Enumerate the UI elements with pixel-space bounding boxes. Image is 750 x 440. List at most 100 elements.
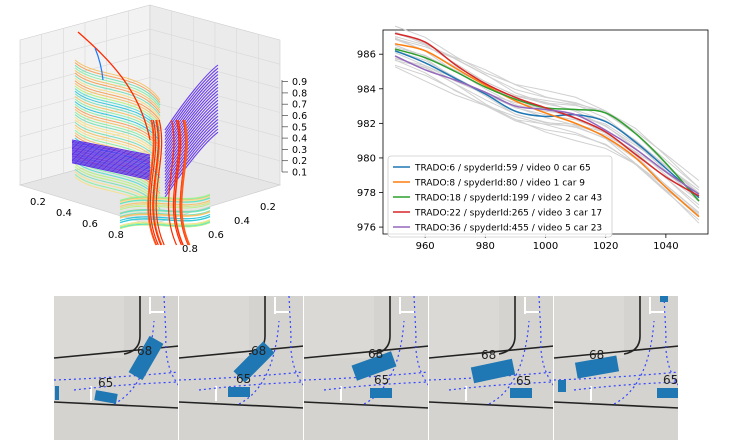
series-line	[394, 32, 700, 197]
y-tick-label: 976	[357, 223, 376, 234]
trajectory-line	[119, 199, 211, 207]
trajectory-line	[172, 119, 182, 246]
car-68-box	[574, 355, 620, 379]
x-tick-label: 0.6	[82, 219, 98, 230]
trajectory-line	[119, 197, 211, 205]
car-68-box	[351, 351, 397, 381]
trajectory-line	[119, 194, 211, 202]
trajectory-dots	[73, 381, 180, 391]
trajectory-line	[71, 162, 151, 181]
trajectory-line	[174, 119, 184, 246]
trajectory-line	[164, 74, 219, 140]
y-tick-label: 0.4	[234, 216, 250, 227]
trajectory-dots	[238, 320, 280, 405]
trajectory-line	[164, 93, 219, 160]
trajectory-line	[181, 119, 191, 246]
road-edge	[428, 345, 555, 359]
legend-label: TRADO:18 / spyderId:199 / video 2 car 43	[414, 194, 602, 204]
trajectory-line	[71, 146, 151, 164]
trajectory-line	[164, 83, 219, 150]
trajectory-line	[119, 220, 211, 228]
car-65-box	[510, 388, 532, 398]
car-label: 65	[236, 372, 251, 386]
trajectory-line	[180, 119, 190, 246]
trajectory-line	[74, 77, 161, 119]
trajectory-line	[164, 109, 219, 176]
trajectory-line	[74, 85, 161, 127]
trajectory-line	[164, 96, 219, 163]
background-trajectory	[394, 25, 700, 182]
trajectory-line	[119, 222, 211, 230]
road-edge	[123, 296, 141, 355]
y-tick-label: 980	[357, 153, 376, 164]
trajectory-line	[71, 161, 151, 179]
road-edge	[53, 401, 180, 409]
trajectory-line	[119, 211, 211, 219]
road-edge	[178, 401, 305, 409]
trajectory-line	[74, 83, 161, 124]
y-axis-ticks: 976 978 980 982 984 986	[357, 50, 383, 234]
road-edge	[303, 345, 430, 359]
legend-label: TRADO:6 / spyderId:59 / video 0 car 65	[414, 164, 591, 174]
car-label: 68	[481, 348, 496, 362]
z-tick-label: 0.8	[292, 88, 307, 99]
car-65-box	[228, 387, 250, 397]
car-68-box	[128, 335, 164, 381]
trajectory-line	[74, 75, 161, 116]
car-65-box	[94, 390, 118, 404]
trajectory-line	[71, 144, 151, 161]
y-axis-ticks: 0.2 0.4 0.6 0.8	[182, 202, 276, 255]
trajectory-line	[71, 149, 151, 166]
trajectory-line	[164, 64, 219, 131]
trajectory-dots	[163, 295, 180, 387]
x-tick-label: 0.8	[108, 230, 124, 241]
trajectory-line	[71, 141, 151, 159]
series-line	[394, 43, 700, 218]
trajectory-line	[74, 72, 161, 114]
y-tick-label: 986	[357, 50, 376, 61]
legend-box	[387, 155, 613, 238]
trajectory-dots	[363, 320, 405, 405]
trajectory-line	[71, 157, 151, 175]
trajectory-line	[71, 159, 151, 178]
background-trajectory	[394, 37, 700, 194]
car-label: 65	[374, 373, 389, 387]
z-tick-label: 0.4	[292, 134, 307, 145]
trajectory-line	[71, 139, 151, 156]
trajectory-dots	[538, 295, 555, 387]
trajectory-line	[71, 143, 151, 160]
trajectory-line	[164, 77, 219, 144]
trajectory-line	[153, 119, 163, 246]
series-lines	[394, 32, 700, 218]
road-edge	[623, 296, 641, 355]
z-axis-ticks: 0.10.20.30.40.50.60.70.80.9	[281, 77, 307, 179]
car-label: 68	[368, 347, 383, 361]
trajectory-line	[74, 90, 161, 132]
trajectory-line	[74, 64, 161, 106]
y-tick-label: 978	[357, 188, 376, 199]
trajectory-dots	[323, 381, 430, 391]
road-edge	[303, 401, 430, 409]
z-tick-label: 0.1	[292, 168, 307, 179]
trajectory-dots	[613, 320, 655, 405]
background-trajectory	[394, 58, 700, 214]
trajectory-dots	[288, 295, 305, 387]
trajectory-line	[164, 106, 219, 172]
trajectory-line	[119, 215, 211, 223]
road-edge	[553, 345, 680, 359]
car-label: 65	[663, 373, 678, 387]
trajectory-line	[71, 156, 151, 174]
trajectory-line	[149, 119, 159, 246]
trajectory-line	[74, 62, 161, 103]
video-frame: 68 65	[303, 295, 430, 440]
car-label: 65	[98, 376, 113, 390]
x-axis-ticks: 0.2 0.4 0.6 0.8	[30, 197, 124, 241]
background-trajectory	[394, 38, 700, 194]
trajectory-line	[119, 221, 211, 229]
trajectory-line	[119, 201, 211, 209]
car-68-box	[470, 358, 516, 384]
